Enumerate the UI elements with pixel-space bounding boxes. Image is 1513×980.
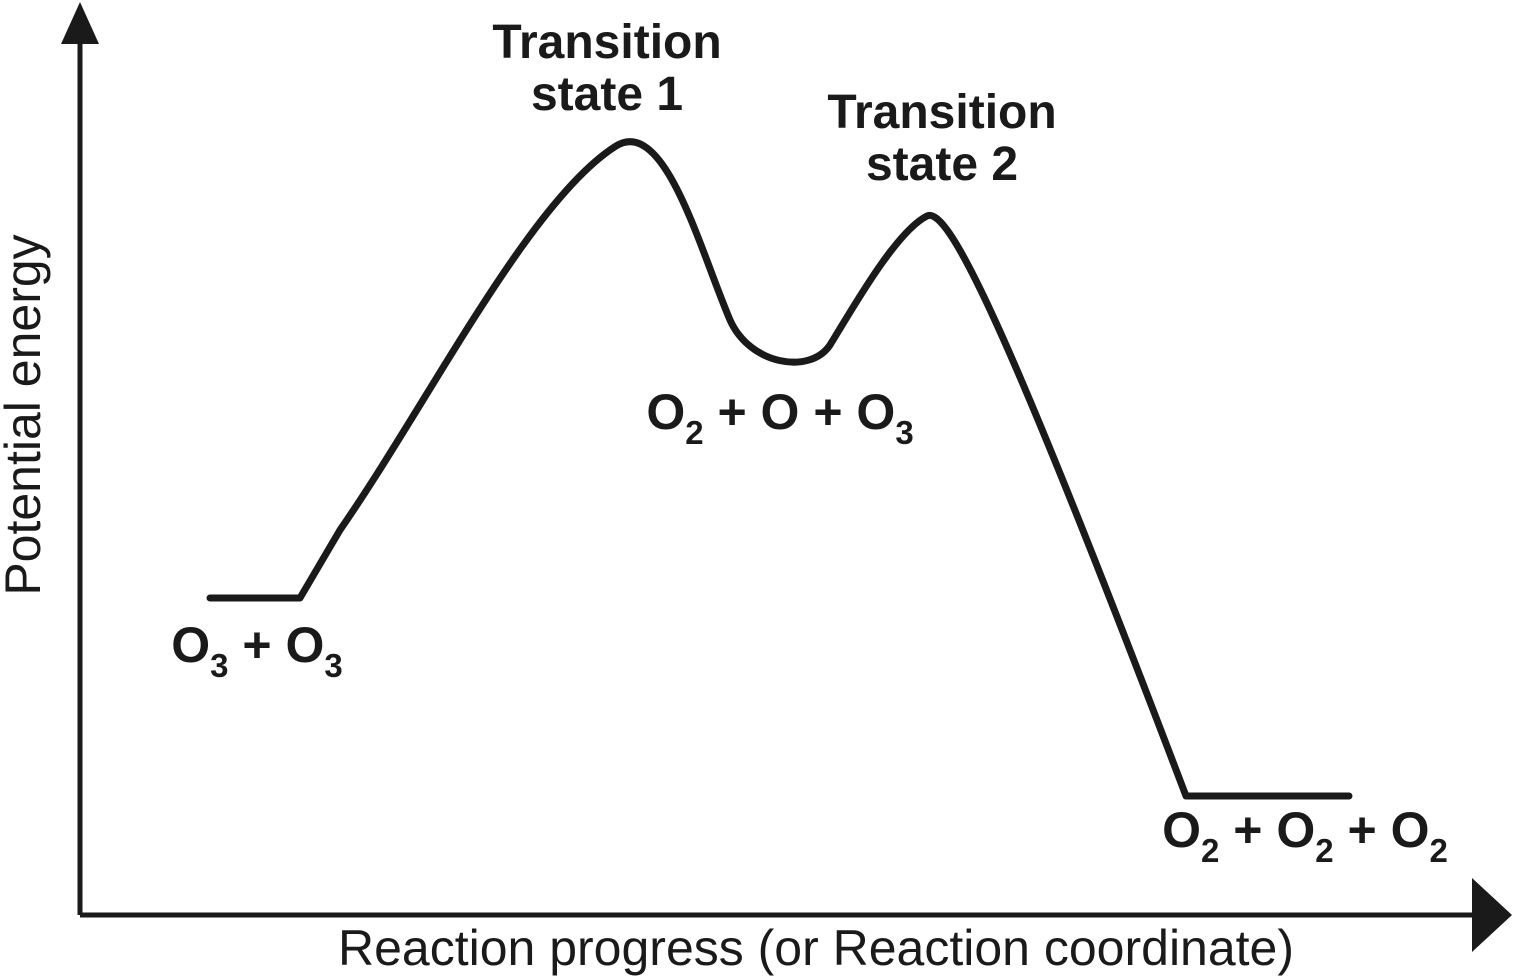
svg-text:state 2: state 2: [866, 138, 1018, 191]
svg-text:Transition: Transition: [492, 16, 721, 69]
svg-text:state 1: state 1: [531, 68, 683, 121]
svg-text:Transition: Transition: [827, 86, 1056, 139]
svg-text:O3 + O3: O3 + O3: [171, 617, 343, 684]
svg-text:Reaction progress (or Reaction: Reaction progress (or Reaction coordinat…: [338, 920, 1294, 976]
svg-text:O2 + O + O3: O2 + O + O3: [646, 384, 913, 451]
svg-text:Potential energy: Potential energy: [0, 234, 51, 595]
svg-text:O2 + O2 + O2: O2 + O2 + O2: [1162, 802, 1448, 869]
